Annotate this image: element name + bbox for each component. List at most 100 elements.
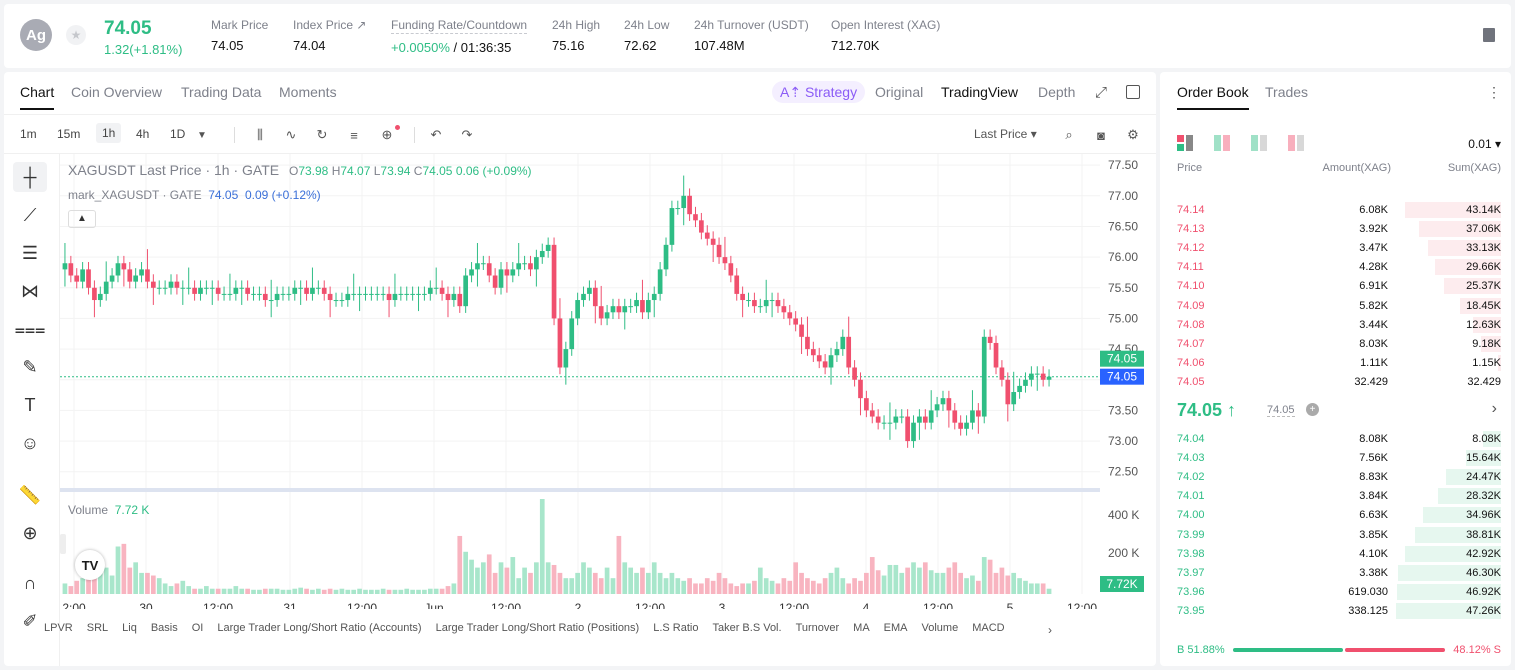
edit-pencil-icon[interactable]: ✐ xyxy=(22,610,38,631)
tab-trades[interactable]: Trades xyxy=(1265,84,1309,100)
view-bids-icon[interactable] xyxy=(1251,135,1267,151)
bid-row[interactable]: 73.96 619.030 46.92K xyxy=(1160,582,1511,601)
brush-icon[interactable]: ✎ xyxy=(22,356,38,377)
depth-bar xyxy=(1423,507,1501,524)
ask-row[interactable]: 74.10 6.91K 25.37K xyxy=(1160,276,1511,295)
indicator-tab[interactable]: EMA xyxy=(883,622,908,634)
ask-row[interactable]: 74.11 4.28K 29.66K xyxy=(1160,257,1511,276)
row-price: 73.97 xyxy=(1177,566,1205,579)
volume-tick-label: 200 K xyxy=(1108,546,1139,560)
indicator-tab[interactable]: MACD xyxy=(972,622,1005,634)
camera-icon[interactable]: ◙ xyxy=(1097,127,1105,143)
stat-index-price[interactable]: Index Price ↗ 74.04 xyxy=(293,18,367,53)
templates-icon[interactable]: ≡ xyxy=(350,127,358,143)
view-tradingview[interactable]: TradingView xyxy=(941,84,1019,100)
bid-row[interactable]: 74.02 8.83K 24.47K xyxy=(1160,467,1511,486)
row-sum: 8.08K xyxy=(1472,433,1501,445)
ask-row[interactable]: 74.06 1.11K 1.15K xyxy=(1160,353,1511,372)
tab-moments[interactable]: Moments xyxy=(279,84,337,100)
indicator-tab[interactable]: SRL xyxy=(86,622,109,634)
emoji-icon[interactable]: ☺ xyxy=(20,432,40,453)
zoom-in-icon[interactable]: ⊕ xyxy=(22,522,38,543)
ruler-icon[interactable]: 📏 xyxy=(18,484,42,505)
candle xyxy=(722,257,728,264)
ask-row[interactable]: 74.14 6.08K 43.14K xyxy=(1160,200,1511,219)
indicator-tab[interactable]: L.S Ratio xyxy=(653,622,699,634)
tab-trading-data[interactable]: Trading Data xyxy=(181,84,262,100)
chevron-right-icon[interactable]: › xyxy=(1491,400,1497,417)
view-original[interactable]: Original xyxy=(875,84,924,100)
strategy-button[interactable]: A⇡ Strategy xyxy=(772,81,866,103)
precision-select[interactable]: 0.01 ▾ xyxy=(1468,137,1501,151)
ask-row[interactable]: 74.08 3.44K 12.63K xyxy=(1160,315,1511,334)
indicator-tab[interactable]: Volume xyxy=(921,622,959,634)
bid-row[interactable]: 73.95 338.125 47.26K xyxy=(1160,601,1511,620)
ask-row[interactable]: 74.07 8.03K 9.18K xyxy=(1160,334,1511,353)
volume-bar xyxy=(728,583,734,594)
bid-row[interactable]: 74.04 8.08K 8.08K xyxy=(1160,429,1511,448)
document-icon[interactable] xyxy=(1483,28,1495,42)
timeframe-15m[interactable]: 15m xyxy=(57,127,81,141)
trend-line-icon[interactable]: ⟋ xyxy=(23,204,37,225)
bid-row[interactable]: 73.97 3.38K 46.30K xyxy=(1160,563,1511,582)
bid-row[interactable]: 74.01 3.84K 28.32K xyxy=(1160,486,1511,505)
ask-row[interactable]: 74.13 3.92K 37.06K xyxy=(1160,219,1511,238)
candle xyxy=(351,293,357,295)
undo-icon[interactable]: ↶ xyxy=(430,127,442,142)
price-type-select[interactable]: Last Price ▾ xyxy=(974,127,1037,141)
indicator-tab[interactable]: LPVR xyxy=(44,622,73,634)
bid-row[interactable]: 74.00 6.63K 34.96K xyxy=(1160,505,1511,524)
indicator-tab[interactable]: Basis xyxy=(150,622,178,634)
tab-chart[interactable]: Chart xyxy=(20,84,55,110)
ask-row[interactable]: 74.12 3.47K 33.13K xyxy=(1160,238,1511,257)
tab-order-book[interactable]: Order Book xyxy=(1177,84,1249,110)
tab-coin-overview[interactable]: Coin Overview xyxy=(71,84,163,100)
timeframe-4h[interactable]: 4h xyxy=(136,127,150,141)
depth-bar xyxy=(1419,221,1501,238)
text-tool-icon[interactable]: T xyxy=(24,394,36,415)
timeframe-1h[interactable]: 1h xyxy=(96,123,122,143)
pattern-icon[interactable]: ⋈ xyxy=(21,280,39,301)
window-icon[interactable] xyxy=(1126,85,1140,99)
search-icon[interactable]: ⌕ xyxy=(1065,127,1073,142)
indicator-scroll-right-icon[interactable]: › xyxy=(1048,623,1052,637)
timeframe-1d[interactable]: 1D xyxy=(170,127,186,141)
timeframe-dropdown-icon[interactable]: ▼ xyxy=(197,129,207,141)
view-split-icon[interactable] xyxy=(1214,135,1230,151)
view-depth[interactable]: Depth xyxy=(1038,84,1076,100)
expand-icon[interactable]: ⤢ xyxy=(1095,84,1108,101)
add-indicator-icon[interactable]: ⊕ xyxy=(381,127,393,142)
bid-row[interactable]: 74.03 7.56K 15.64K xyxy=(1160,448,1511,467)
indicator-tab[interactable]: Liq xyxy=(122,622,137,634)
indicator-tab[interactable]: Large Trader Long/Short Ratio (Accounts) xyxy=(217,622,422,634)
crosshair-icon[interactable]: ┼ xyxy=(13,162,47,192)
indicator-tab[interactable]: Large Trader Long/Short Ratio (Positions… xyxy=(435,622,640,634)
view-both-icon[interactable] xyxy=(1177,135,1193,151)
horizontal-lines-icon[interactable]: ☰ xyxy=(21,242,39,263)
info-plus-icon[interactable]: + xyxy=(1306,403,1319,416)
candle xyxy=(380,293,386,295)
settings-gear-icon[interactable]: ⚙ xyxy=(1127,127,1139,142)
candle-type-icon[interactable]: ⫼ xyxy=(257,127,263,142)
indicator-tab[interactable]: Taker B.S Vol. xyxy=(712,622,782,634)
magnet-icon[interactable]: ∩ xyxy=(23,572,37,593)
row-price: 74.09 xyxy=(1177,299,1205,312)
price-chart[interactable]: 77.5077.0076.5076.0075.5075.0074.5074.00… xyxy=(60,154,1156,609)
indicator-tab[interactable]: Turnover xyxy=(795,622,840,634)
timeframe-1m[interactable]: 1m xyxy=(20,127,37,141)
favorite-star-icon[interactable]: ★ xyxy=(66,25,86,45)
fib-icon[interactable]: ⩶ xyxy=(14,318,46,339)
collapse-legend-button[interactable]: ▲ xyxy=(68,210,96,228)
more-options-icon[interactable]: ⋮ xyxy=(1487,84,1501,100)
redo-icon[interactable]: ↷ xyxy=(461,127,473,142)
depth-bar xyxy=(1460,297,1501,314)
ask-row[interactable]: 74.05 32.429 32.429 xyxy=(1160,372,1511,391)
view-asks-icon[interactable] xyxy=(1288,135,1304,151)
replay-icon[interactable]: ↻ xyxy=(316,127,328,142)
ask-row[interactable]: 74.09 5.82K 18.45K xyxy=(1160,296,1511,315)
indicator-tab[interactable]: OI xyxy=(191,622,204,634)
bid-row[interactable]: 73.99 3.85K 38.81K xyxy=(1160,525,1511,544)
indicator-tab[interactable]: MA xyxy=(853,622,870,634)
bid-row[interactable]: 73.98 4.10K 42.92K xyxy=(1160,544,1511,563)
indicators-icon[interactable]: ∿ xyxy=(285,127,297,142)
